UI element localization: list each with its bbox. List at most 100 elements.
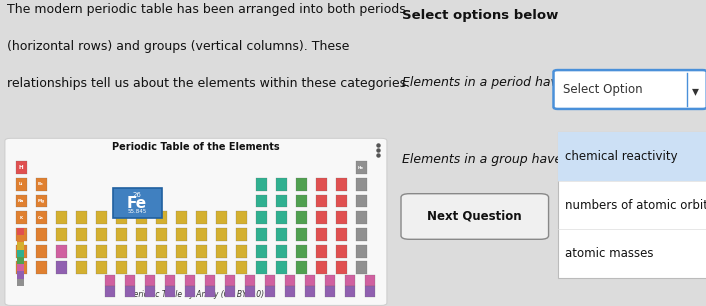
FancyBboxPatch shape [136,211,147,224]
FancyBboxPatch shape [335,211,347,224]
FancyBboxPatch shape [215,211,227,224]
FancyBboxPatch shape [136,261,147,274]
Text: atomic masses: atomic masses [565,247,653,260]
FancyBboxPatch shape [335,261,347,274]
FancyBboxPatch shape [76,244,87,258]
FancyBboxPatch shape [176,228,186,241]
FancyBboxPatch shape [16,228,27,241]
FancyBboxPatch shape [244,285,255,297]
FancyBboxPatch shape [35,244,47,258]
FancyBboxPatch shape [275,244,287,258]
FancyBboxPatch shape [95,244,107,258]
Text: Li: Li [19,182,23,186]
FancyBboxPatch shape [356,178,366,191]
FancyBboxPatch shape [124,285,135,297]
FancyBboxPatch shape [176,244,186,258]
Text: ▾: ▾ [692,84,699,98]
FancyBboxPatch shape [76,261,87,274]
FancyBboxPatch shape [35,228,47,241]
FancyBboxPatch shape [285,285,295,297]
Text: Next Question: Next Question [427,210,522,223]
FancyBboxPatch shape [145,285,155,297]
FancyBboxPatch shape [316,178,327,191]
Text: Periodic Table of the Elements: Periodic Table of the Elements [112,142,280,152]
Text: The modern periodic table has been arranged into both periods: The modern periodic table has been arran… [7,3,406,16]
FancyBboxPatch shape [116,228,126,241]
FancyBboxPatch shape [76,211,87,224]
FancyBboxPatch shape [335,195,347,207]
FancyBboxPatch shape [124,275,135,286]
FancyBboxPatch shape [275,211,287,224]
FancyBboxPatch shape [113,188,162,218]
FancyBboxPatch shape [196,244,207,258]
Text: chemical reactivity: chemical reactivity [565,150,678,163]
FancyBboxPatch shape [554,70,706,109]
FancyBboxPatch shape [184,285,195,297]
FancyBboxPatch shape [196,261,207,274]
FancyBboxPatch shape [56,211,66,224]
FancyBboxPatch shape [236,228,246,241]
Text: Elements in a period have similar: Elements in a period have similar [402,76,612,89]
FancyBboxPatch shape [17,271,24,279]
FancyBboxPatch shape [35,261,47,274]
FancyBboxPatch shape [136,244,147,258]
FancyBboxPatch shape [164,275,175,286]
FancyBboxPatch shape [116,261,126,274]
FancyBboxPatch shape [17,242,24,250]
FancyBboxPatch shape [155,228,167,241]
FancyBboxPatch shape [176,211,186,224]
FancyBboxPatch shape [136,228,147,241]
Text: Select options below: Select options below [402,9,558,22]
FancyBboxPatch shape [35,178,47,191]
FancyBboxPatch shape [145,275,155,286]
FancyBboxPatch shape [76,228,87,241]
FancyBboxPatch shape [176,261,186,274]
FancyBboxPatch shape [116,211,126,224]
FancyBboxPatch shape [401,194,549,239]
FancyBboxPatch shape [256,195,267,207]
FancyBboxPatch shape [56,244,66,258]
FancyBboxPatch shape [275,261,287,274]
FancyBboxPatch shape [215,261,227,274]
FancyBboxPatch shape [184,275,195,286]
FancyBboxPatch shape [35,211,47,224]
FancyBboxPatch shape [205,285,215,297]
FancyBboxPatch shape [104,285,115,297]
FancyBboxPatch shape [244,275,255,286]
FancyBboxPatch shape [155,261,167,274]
FancyBboxPatch shape [17,250,24,257]
Text: 26: 26 [133,192,141,198]
FancyBboxPatch shape [356,161,366,174]
FancyBboxPatch shape [236,244,246,258]
FancyBboxPatch shape [356,261,366,274]
FancyBboxPatch shape [335,244,347,258]
Text: K: K [20,216,23,220]
FancyBboxPatch shape [356,228,366,241]
FancyBboxPatch shape [95,228,107,241]
FancyBboxPatch shape [356,211,366,224]
FancyBboxPatch shape [225,285,235,297]
FancyBboxPatch shape [345,275,355,286]
FancyBboxPatch shape [316,211,327,224]
FancyBboxPatch shape [275,228,287,241]
FancyBboxPatch shape [17,235,24,243]
Text: Ca: Ca [38,216,44,220]
FancyBboxPatch shape [196,228,207,241]
FancyBboxPatch shape [16,211,27,224]
Text: Periodic Table by Ankry (CC BY 3.0): Periodic Table by Ankry (CC BY 3.0) [128,290,264,299]
FancyBboxPatch shape [236,261,246,274]
FancyBboxPatch shape [104,275,115,286]
Text: Fe: Fe [127,196,147,211]
FancyBboxPatch shape [17,228,24,235]
FancyBboxPatch shape [17,264,24,271]
FancyBboxPatch shape [16,244,27,258]
FancyBboxPatch shape [116,244,126,258]
Text: H: H [19,165,23,170]
FancyBboxPatch shape [364,275,375,286]
Text: Be: Be [38,182,44,186]
FancyBboxPatch shape [356,195,366,207]
FancyBboxPatch shape [215,228,227,241]
FancyBboxPatch shape [364,285,375,297]
Text: numbers of atomic orbitals: numbers of atomic orbitals [565,199,706,211]
FancyBboxPatch shape [296,244,306,258]
